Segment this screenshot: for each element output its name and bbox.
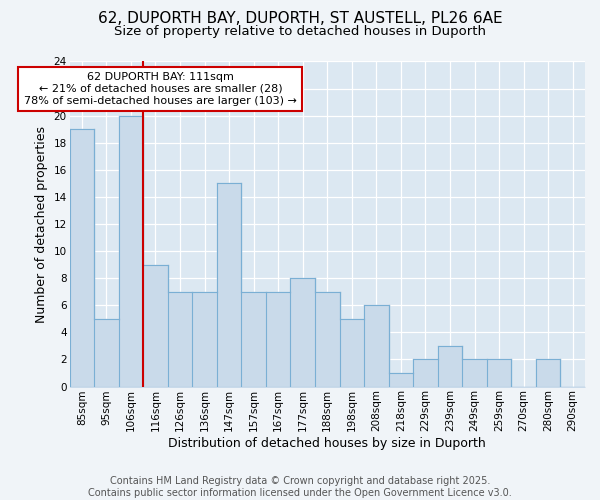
Text: 62, DUPORTH BAY, DUPORTH, ST AUSTELL, PL26 6AE: 62, DUPORTH BAY, DUPORTH, ST AUSTELL, PL…: [98, 11, 502, 26]
Text: Contains HM Land Registry data © Crown copyright and database right 2025.
Contai: Contains HM Land Registry data © Crown c…: [88, 476, 512, 498]
Y-axis label: Number of detached properties: Number of detached properties: [35, 126, 48, 322]
X-axis label: Distribution of detached houses by size in Duporth: Distribution of detached houses by size …: [169, 437, 486, 450]
Text: Size of property relative to detached houses in Duporth: Size of property relative to detached ho…: [114, 25, 486, 38]
Text: 62 DUPORTH BAY: 111sqm
← 21% of detached houses are smaller (28)
78% of semi-det: 62 DUPORTH BAY: 111sqm ← 21% of detached…: [24, 72, 297, 106]
